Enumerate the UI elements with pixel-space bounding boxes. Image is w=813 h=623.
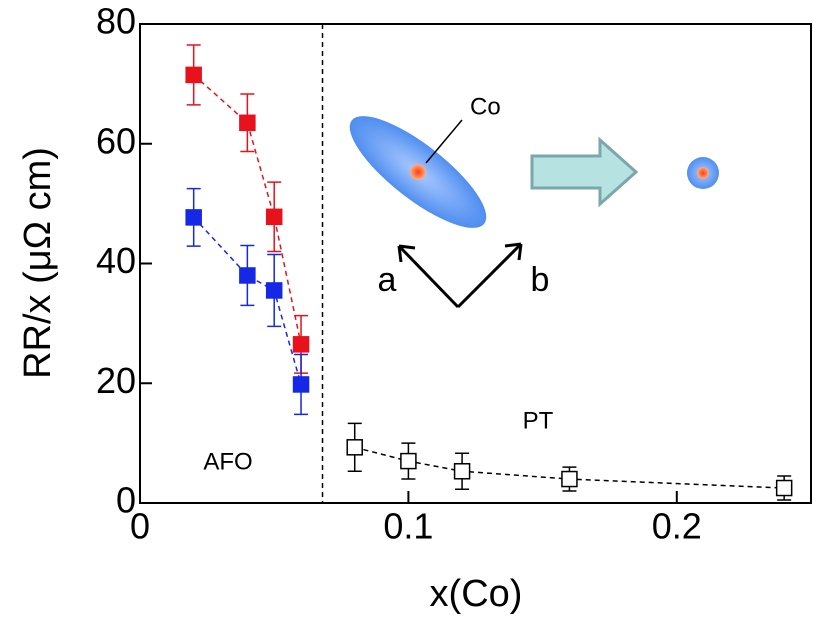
y-tick-label: 60 <box>96 120 136 161</box>
co-atom <box>410 164 426 180</box>
series-line <box>193 74 302 345</box>
axis-b-label: b <box>531 261 550 299</box>
marker <box>292 336 310 353</box>
x-tick-label: 0.1 <box>383 506 433 547</box>
x-tick-label: 0 <box>130 506 150 547</box>
marker <box>185 209 202 226</box>
marker <box>775 479 793 497</box>
region-label: AFO <box>203 448 252 475</box>
y-tick-label: 80 <box>96 1 136 42</box>
big-arrow <box>530 136 639 208</box>
x-axis-label: x(Co) <box>430 573 523 615</box>
co-atom <box>697 167 709 179</box>
y-tick-label: 0 <box>116 480 136 521</box>
y-tick-label: 40 <box>96 240 136 281</box>
x-tick-label: 0.2 <box>652 506 702 547</box>
marker <box>453 463 471 480</box>
marker <box>561 470 578 488</box>
series-line <box>193 216 302 385</box>
pointer <box>425 119 463 164</box>
region-label: PT <box>523 407 554 434</box>
marker <box>292 376 310 393</box>
co-label: Co <box>470 93 501 120</box>
marker <box>185 66 202 84</box>
marker <box>265 208 283 226</box>
marker <box>239 114 256 132</box>
marker <box>346 439 363 456</box>
y-tick-label: 20 <box>96 360 136 401</box>
axis-a-label: a <box>378 261 397 299</box>
ab-arrows <box>397 242 523 309</box>
marker <box>400 452 417 470</box>
marker <box>239 267 256 284</box>
marker <box>265 282 283 299</box>
y-axis-label: RR/x (μΩ cm) <box>17 147 59 379</box>
